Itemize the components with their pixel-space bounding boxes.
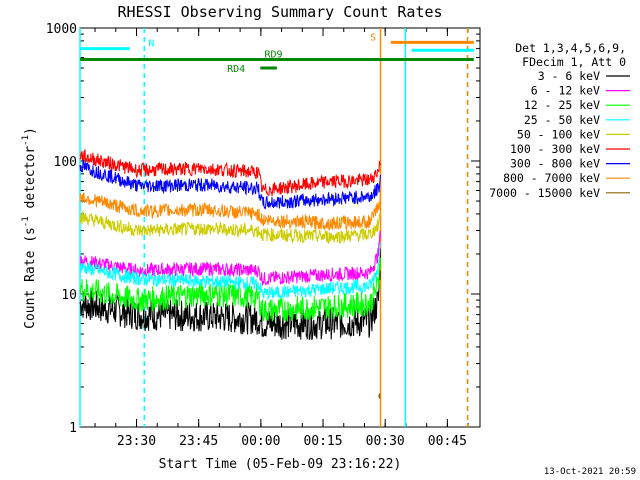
timestamp: 13-Oct-2021 20:59 [544, 467, 636, 477]
y-tick-label: 1000 [46, 22, 77, 37]
legend-entry-label: 12 - 25 keV [524, 98, 600, 112]
series-line-5 [79, 209, 381, 245]
y-tick-label: 10 [61, 288, 77, 303]
legend-entry-label: 25 - 50 keV [524, 113, 600, 127]
legend-entry-label: 3 - 6 keV [538, 69, 600, 83]
series-line-9 [377, 393, 381, 399]
flag-label: RD9 [264, 49, 282, 60]
legend-entry-label: 6 - 12 keV [531, 84, 600, 98]
legend-entry-label: 800 - 7000 keV [503, 171, 600, 185]
legend-entry-label: 100 - 300 keV [510, 142, 600, 156]
x-tick-label: 23:45 [179, 434, 218, 449]
x-axis-label: Start Time (05-Feb-09 23:16:22) [159, 457, 402, 472]
series-line-3 [79, 257, 381, 322]
y-tick-label: 100 [54, 155, 77, 170]
plot-area: 1 10 100 1000 23:30 23:45 00:00 00:15 00:30 00:45… [46, 22, 481, 449]
legend-entry-label: 50 - 100 keV [517, 127, 600, 141]
legend-entry-label: 300 - 800 keV [510, 157, 600, 171]
chart-title: RHESSI Observing Summary Count Rates [117, 3, 442, 21]
legend-entry-label: 7000 - 15000 keV [489, 186, 600, 200]
flag-label: RD4 [227, 64, 245, 75]
series-line-2 [79, 231, 381, 286]
x-tick-label: 00:45 [428, 434, 467, 449]
series-line-4 [79, 241, 381, 300]
y-tick-label: 1 [69, 421, 77, 436]
x-tick-label: 00:30 [366, 434, 405, 449]
flag-label: S [370, 32, 376, 43]
x-tick-label: 23:30 [117, 434, 156, 449]
series-line-8 [79, 187, 381, 231]
flag-label: N [148, 39, 154, 50]
y-axis-label: Count Rate (s-1 detector-1) [21, 127, 38, 329]
x-tick-label: 00:15 [303, 434, 342, 449]
series-line-6 [79, 148, 381, 197]
series-line-1 [79, 248, 381, 341]
series-line-7 [79, 159, 381, 210]
legend: Det 1,3,4,5,6,9,FDecim 1, Att 03 - 6 keV… [489, 41, 630, 200]
x-tick-label: 00:00 [241, 434, 280, 449]
legend-header-line: Det 1,3,4,5,6,9, [515, 41, 626, 55]
legend-header-line: FDecim 1, Att 0 [522, 55, 626, 69]
